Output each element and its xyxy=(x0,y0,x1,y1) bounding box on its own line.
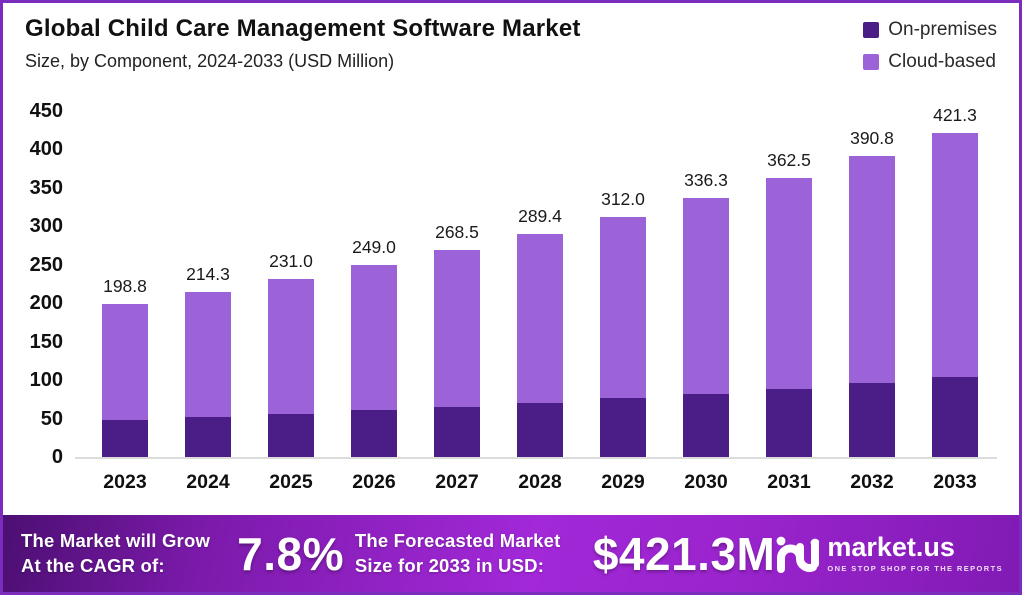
y-axis-tick-400: 400 xyxy=(29,138,63,160)
bar-value-label-2026: 249.0 xyxy=(352,237,396,258)
cagr-value: 7.8% xyxy=(237,527,344,580)
y-axis-tick-150: 150 xyxy=(29,330,63,353)
bar-segment-on-premises-2032 xyxy=(849,383,895,457)
bar-segment-on-premises-2031 xyxy=(766,388,812,457)
bar-value-label-2031: 362.5 xyxy=(767,149,811,170)
y-axis-tick-450: 450 xyxy=(29,99,63,122)
legend-item-on-premises: On-premises xyxy=(863,19,997,41)
y-axis-tick-250: 250 xyxy=(29,253,63,276)
brand-tagline: ONE STOP SHOP FOR THE REPORTS xyxy=(827,564,1003,573)
footer-banner: The Market will Grow At the CAGR of: 7.8… xyxy=(3,515,1019,592)
bar-value-label-2028: 289.4 xyxy=(518,206,562,227)
y-axis-tick-50: 50 xyxy=(40,407,63,430)
bar-segment-cloud-based-2028 xyxy=(517,234,563,403)
bar-segment-cloud-based-2030 xyxy=(683,198,729,394)
cagr-label-line2: At the CAGR of: xyxy=(21,554,165,576)
bar-segment-on-premises-2028 xyxy=(517,402,563,457)
page-title: Global Child Care Management Software Ma… xyxy=(25,15,581,42)
x-axis-tick-2025: 2025 xyxy=(269,471,313,493)
page-subtitle: Size, by Component, 2024-2033 (USD Milli… xyxy=(25,50,395,71)
stacked-bar-chart: 0 50 100 150 200 250 300 350 400 450 198.8 2023 214.… xyxy=(3,3,1019,592)
y-axis-tick-350: 350 xyxy=(29,176,63,199)
x-axis-tick-2028: 2028 xyxy=(518,471,562,493)
bar-value-label-2025: 231.0 xyxy=(269,251,313,272)
bar-segment-cloud-based-2032 xyxy=(849,156,895,384)
x-axis-tick-2030: 2030 xyxy=(684,471,728,493)
forecast-label-line1: The Forecasted Market xyxy=(354,530,561,552)
bar-value-label-2032: 390.8 xyxy=(850,128,894,149)
cagr-label-line1: The Market will Grow xyxy=(21,530,211,552)
legend-label: Cloud-based xyxy=(888,51,996,72)
brand-name: market.us xyxy=(827,532,955,562)
y-axis-tick-100: 100 xyxy=(29,369,63,391)
legend-item-cloud-based: Cloud-based xyxy=(863,51,997,73)
header: Global Child Care Management Software Ma… xyxy=(25,15,581,72)
bar-segment-cloud-based-2029 xyxy=(600,216,646,399)
legend-swatch-icon xyxy=(863,22,880,38)
bar-segment-on-premises-2025 xyxy=(268,413,314,457)
bar-segment-on-premises-2027 xyxy=(434,406,480,457)
bar-value-label-2027: 268.5 xyxy=(435,222,479,243)
forecast-label-line2: Size for 2033 in USD: xyxy=(354,554,545,576)
bar-segment-on-premises-2033 xyxy=(932,377,978,457)
bar-value-label-2030: 336.3 xyxy=(684,170,728,191)
legend-label: On-premises xyxy=(888,19,997,40)
bar-value-label-2029: 312.0 xyxy=(601,188,645,209)
bar-segment-cloud-based-2031 xyxy=(766,177,812,389)
bar-segment-on-premises-2024 xyxy=(185,417,231,457)
bar-segment-on-premises-2026 xyxy=(351,410,397,457)
bar-segment-cloud-based-2026 xyxy=(351,265,397,411)
cagr-label: The Market will Grow At the CAGR of: xyxy=(21,529,230,577)
x-axis-tick-2031: 2031 xyxy=(767,471,811,493)
bar-segment-cloud-based-2033 xyxy=(932,132,978,378)
chart-legend: On-premises Cloud-based xyxy=(863,19,997,83)
bar-segment-on-premises-2030 xyxy=(683,393,729,457)
forecast-value: $421.3M xyxy=(592,527,776,580)
x-axis-tick-2029: 2029 xyxy=(601,471,645,493)
x-axis-tick-2024: 2024 xyxy=(186,471,230,493)
bar-value-label-2033: 421.3 xyxy=(933,104,977,125)
bar-segment-cloud-based-2025 xyxy=(268,279,314,414)
x-axis-tick-2027: 2027 xyxy=(435,471,479,493)
y-axis-tick-0: 0 xyxy=(51,446,63,468)
x-axis-tick-2032: 2032 xyxy=(850,471,894,493)
x-axis-tick-2026: 2026 xyxy=(352,471,396,493)
x-axis-tick-2023: 2023 xyxy=(103,471,147,493)
forecast-label: The Forecasted Market Size for 2033 in U… xyxy=(355,529,587,577)
bar-segment-on-premises-2023 xyxy=(102,420,148,457)
bar-value-label-2023: 198.8 xyxy=(103,275,147,296)
legend-swatch-icon xyxy=(863,54,880,70)
market-us-icon xyxy=(776,536,820,573)
bar-value-label-2024: 214.3 xyxy=(186,263,230,284)
bar-segment-cloud-based-2023 xyxy=(102,303,148,421)
y-axis-tick-200: 200 xyxy=(29,292,63,314)
bar-segment-cloud-based-2027 xyxy=(434,250,480,407)
brand-logo: market.us ONE STOP SHOP FOR THE REPORTS xyxy=(775,533,1003,575)
x-axis-line xyxy=(75,457,997,459)
x-axis-tick-2033: 2033 xyxy=(933,471,977,493)
bar-segment-on-premises-2029 xyxy=(600,398,646,457)
y-axis-tick-300: 300 xyxy=(29,215,63,237)
bar-segment-cloud-based-2024 xyxy=(185,291,231,418)
brand-text: market.us ONE STOP SHOP FOR THE REPORTS xyxy=(827,532,1003,574)
